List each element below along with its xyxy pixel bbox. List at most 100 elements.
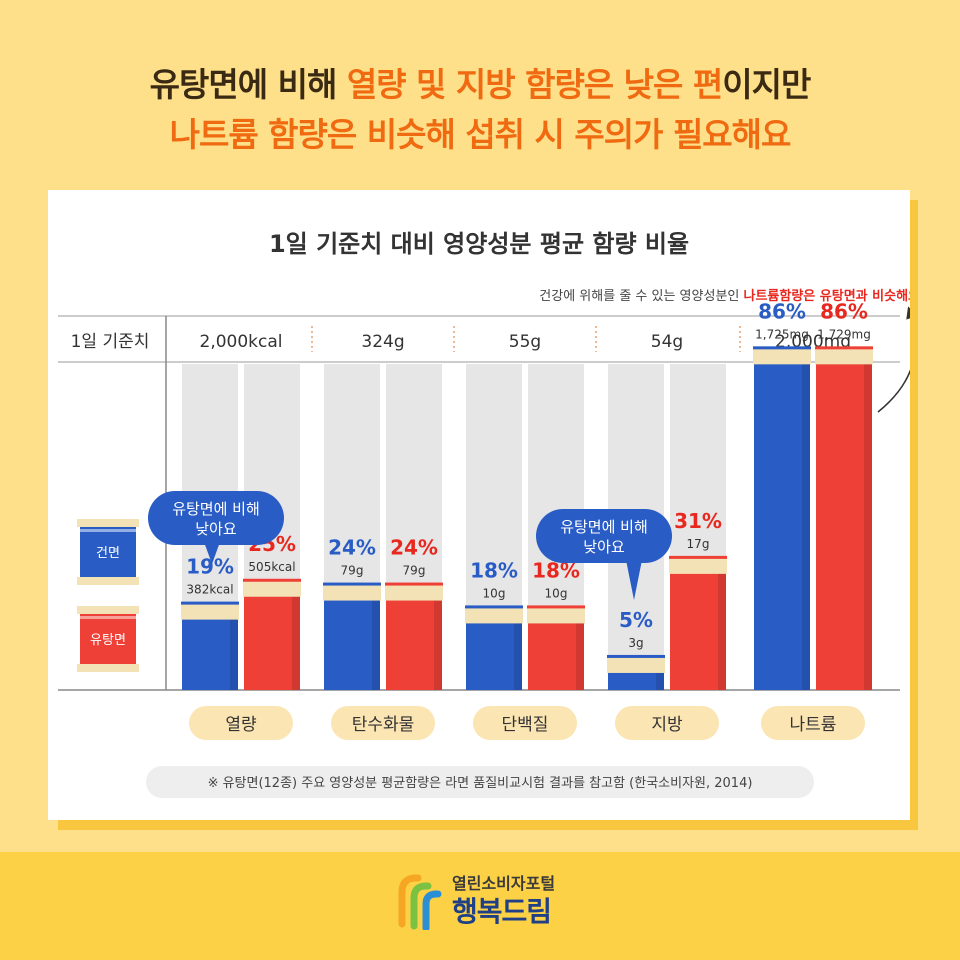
callout-text1-0: 유탕면에 비해: [172, 500, 260, 518]
bar-cap-4-1: [815, 348, 873, 365]
callout-bubble-0: [148, 491, 284, 545]
bar-1-0: [324, 598, 380, 690]
category-pill-3: [615, 706, 719, 740]
amount-label-3-0: 3g: [628, 636, 643, 650]
headline-highlight: 열량 및 지방 함량은 낮은 편: [346, 65, 723, 104]
legend-fried-bottom-crimp: [77, 664, 139, 672]
bar-4-0: [754, 362, 810, 690]
logo: 열린소비자포털 행복드림: [396, 866, 596, 936]
callout-text2-1: 낮아요: [583, 538, 625, 556]
bar-cap-3-1: [669, 557, 727, 574]
bar-4-1: [816, 362, 872, 690]
percent-label-0-0: 19%: [186, 555, 234, 579]
daily-value-1: 324g: [361, 332, 404, 352]
amount-label-2-0: 10g: [483, 586, 506, 600]
legend-dry-label: 건면: [96, 546, 120, 561]
bar-2-0: [466, 621, 522, 690]
footnote-text: ※ 유탕면(12종) 주요 영양성분 평균함량은 라면 품질비교시험 결과를 참…: [208, 776, 753, 791]
chart-note-prefix: 건강에 위해를 줄 수 있는 영양성분인: [539, 289, 743, 304]
daily-value-0: 2,000kcal: [200, 332, 283, 352]
category-pill-4: [761, 706, 865, 740]
bar-cap-1-1: [385, 584, 443, 601]
bar-cap-2-0: [465, 607, 523, 624]
category-label-2: 단백질: [502, 715, 549, 735]
legend-dry-bottom-crimp: [77, 577, 139, 585]
callout-bubble-1: [536, 509, 672, 563]
category-pill-0: [189, 706, 293, 740]
footnote-pill: [146, 766, 814, 798]
headline-part-c: 이지만: [722, 65, 811, 104]
amount-label-4-1: 1,729mg: [817, 327, 871, 341]
amount-label-2-1: 10g: [545, 586, 568, 600]
amount-label-0-0: 382kcal: [186, 583, 233, 597]
category-label-1: 탄수화물: [352, 715, 415, 735]
bar-cap-edge-1-1: [385, 582, 443, 586]
bar-cap-3-0: [607, 656, 665, 673]
bar-shade-4-1: [864, 362, 872, 690]
bar-3-1: [670, 571, 726, 690]
logo-mark-icon: [398, 874, 442, 932]
bar-shade-1-1: [434, 598, 442, 690]
percent-label-1-1: 24%: [390, 536, 438, 560]
bar-cap-edge-4-0: [753, 346, 811, 350]
amount-label-1-0: 79g: [341, 564, 364, 578]
legend-dry-stripe: [80, 529, 136, 532]
chart-note-highlight: 나트륨함량은 유탕면과 비슷해요: [744, 288, 911, 304]
callout-tail-0: [204, 542, 220, 564]
legend-fried-label: 유탕면: [90, 633, 126, 648]
bar-shade-3-0: [656, 670, 664, 690]
bar-cap-edge-0-0: [181, 601, 239, 605]
percent-label-1-0: 24%: [328, 536, 376, 560]
bar-shade-1-0: [372, 598, 380, 690]
nutrition-chart: 1일 기준치 대비 영양성분 평균 함량 비율 건강에 위해를 줄 수 있는 영…: [58, 230, 920, 798]
category-label-3: 지방: [651, 715, 683, 735]
chart-title: 1일 기준치 대비 영양성분 평균 함량 비율: [269, 230, 689, 258]
legend-dry-body: [80, 523, 136, 581]
percent-label-4-1: 86%: [820, 299, 868, 323]
amount-label-3-1: 17g: [687, 537, 710, 551]
legend-fried-top-crimp: [77, 606, 139, 614]
bar-shade-3-1: [718, 571, 726, 690]
bar-cap-0-0: [181, 603, 239, 620]
bar-cap-edge-3-0: [607, 654, 665, 658]
category-pill-1: [331, 706, 435, 740]
bar-cap-2-1: [527, 607, 585, 624]
percent-label-2-0: 18%: [470, 558, 518, 582]
daily-value-3: 54g: [651, 332, 683, 352]
percent-label-3-0: 5%: [619, 608, 653, 632]
percent-label-3-1: 31%: [674, 509, 722, 533]
baseline-label: 1일 기준치: [71, 332, 150, 352]
chart-card: 1일 기준치 대비 영양성분 평균 함량 비율 건강에 위해를 줄 수 있는 영…: [48, 190, 920, 820]
bar-cap-edge-2-1: [527, 605, 585, 609]
category-label-0: 열량: [225, 715, 257, 735]
bar-shade-2-1: [576, 621, 584, 690]
callout-text2-0: 낮아요: [195, 520, 237, 538]
category-label-4: 나트륨: [790, 715, 837, 735]
bar-shade-4-0: [802, 362, 810, 690]
headline-line-2: 나트륨 함량은 비슷해 섭취 시 주의가 필요해요: [169, 115, 792, 154]
amount-label-4-0: 1,725mg: [755, 327, 809, 341]
bar-cap-4-0: [753, 348, 811, 365]
amount-label-1-1: 79g: [403, 564, 426, 578]
bar-cap-1-0: [323, 584, 381, 601]
bar-2-1: [528, 621, 584, 690]
bar-1-1: [386, 598, 442, 690]
headline-line-1: 유탕면에 비해 열량 및 지방 함량은 낮은 편이지만: [0, 58, 960, 106]
bar-0-1: [244, 594, 300, 690]
percent-label-4-0: 86%: [758, 299, 806, 323]
bar-0-0: [182, 617, 238, 690]
logo-big-text: 행복드림: [452, 895, 552, 928]
category-pill-2: [473, 706, 577, 740]
bar-cap-edge-2-0: [465, 605, 523, 609]
bar-shade-0-1: [292, 594, 300, 690]
footer-band: [0, 852, 960, 960]
bar-cap-0-1: [243, 580, 301, 597]
headline-part-a: 유탕면에 비해: [149, 65, 347, 104]
bar-3-0: [608, 670, 664, 690]
bar-cap-edge-4-1: [815, 346, 873, 350]
bar-cap-edge-3-1: [669, 555, 727, 559]
amount-label-0-1: 505kcal: [248, 560, 295, 574]
bar-cap-edge-0-1: [243, 578, 301, 582]
chart-note: 건강에 위해를 줄 수 있는 영양성분인 나트륨함량은 유탕면과 비슷해요: [539, 288, 910, 304]
bar-shade-2-0: [514, 621, 522, 690]
